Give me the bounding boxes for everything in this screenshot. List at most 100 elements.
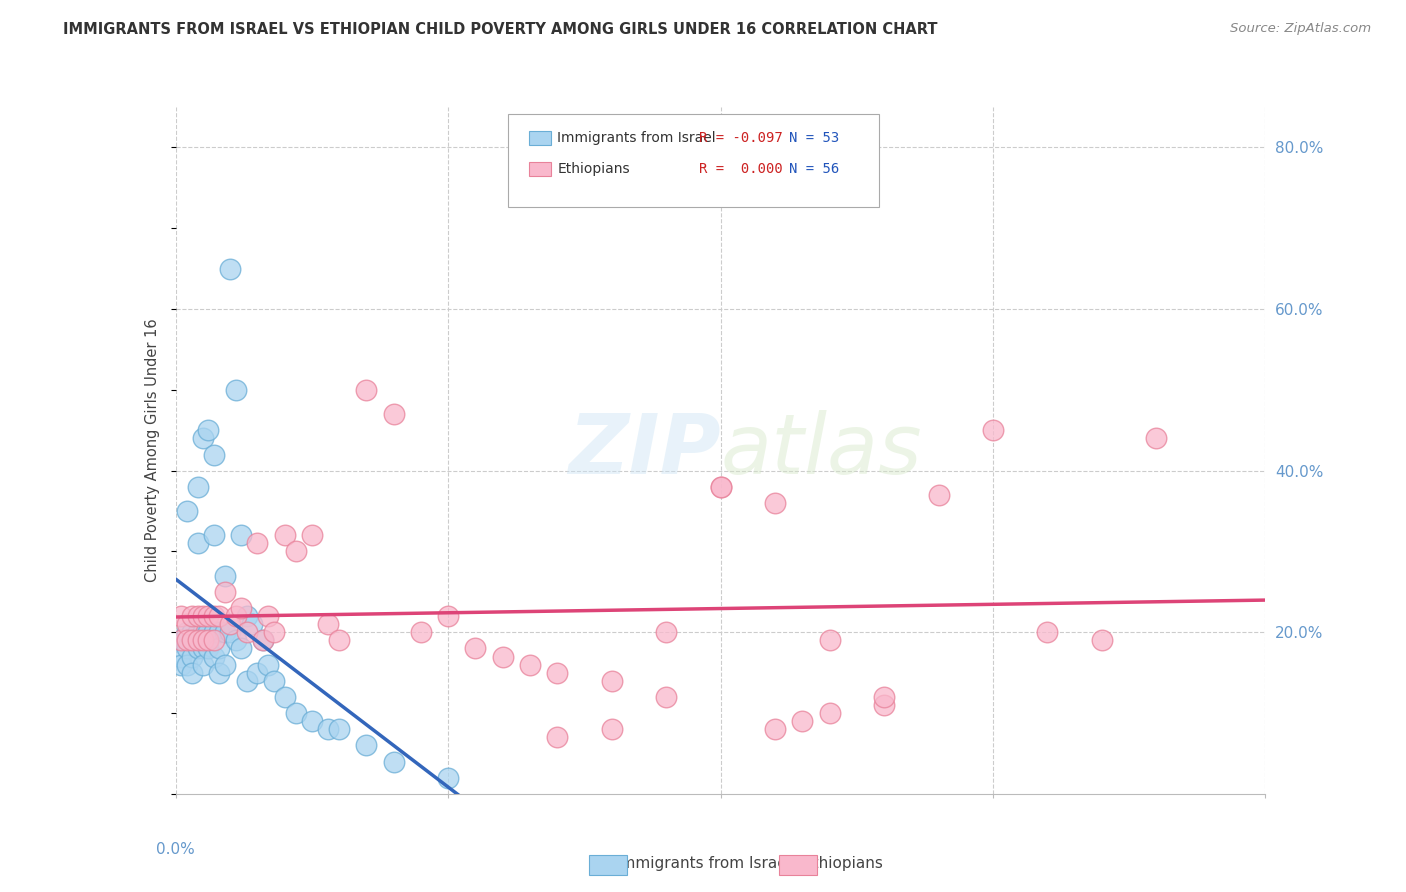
Point bbox=[235, 673, 257, 688]
Point bbox=[231, 641, 253, 656]
Point bbox=[318, 723, 340, 737]
Point bbox=[231, 601, 253, 615]
Point bbox=[235, 609, 257, 624]
FancyBboxPatch shape bbox=[508, 114, 879, 207]
Point bbox=[492, 649, 515, 664]
Point bbox=[225, 609, 247, 624]
FancyBboxPatch shape bbox=[529, 131, 551, 145]
Point bbox=[818, 706, 841, 720]
Point bbox=[197, 633, 219, 648]
Point bbox=[219, 625, 242, 640]
Point bbox=[246, 536, 269, 550]
Point bbox=[208, 641, 231, 656]
Point bbox=[252, 633, 274, 648]
Point bbox=[246, 665, 269, 680]
Text: N = 53: N = 53 bbox=[789, 131, 839, 145]
Point bbox=[208, 625, 231, 640]
Point bbox=[252, 633, 274, 648]
Point bbox=[763, 723, 786, 737]
Point bbox=[284, 544, 307, 558]
Text: Source: ZipAtlas.com: Source: ZipAtlas.com bbox=[1230, 22, 1371, 36]
Point bbox=[208, 665, 231, 680]
Point bbox=[1036, 625, 1059, 640]
Text: Ethiopians: Ethiopians bbox=[557, 161, 630, 176]
Text: N = 56: N = 56 bbox=[789, 161, 839, 176]
Point bbox=[382, 407, 405, 421]
Text: 0.0%: 0.0% bbox=[156, 842, 195, 857]
Point bbox=[818, 633, 841, 648]
Point bbox=[176, 617, 198, 632]
Point bbox=[519, 657, 541, 672]
Point bbox=[464, 641, 486, 656]
Point bbox=[546, 665, 568, 680]
Point bbox=[301, 714, 323, 728]
Point bbox=[176, 657, 198, 672]
Point bbox=[176, 625, 198, 640]
Point bbox=[437, 771, 460, 785]
Point bbox=[191, 431, 214, 445]
Point bbox=[202, 625, 225, 640]
Point bbox=[1144, 431, 1167, 445]
Point bbox=[191, 625, 214, 640]
Point bbox=[225, 633, 247, 648]
Point bbox=[176, 641, 198, 656]
Point bbox=[710, 480, 733, 494]
Point bbox=[181, 633, 204, 648]
Point bbox=[170, 609, 193, 624]
Point bbox=[655, 625, 678, 640]
Point bbox=[318, 617, 340, 632]
Point bbox=[181, 609, 204, 624]
Point bbox=[186, 641, 209, 656]
Point bbox=[181, 665, 204, 680]
Point bbox=[257, 657, 280, 672]
Point bbox=[181, 625, 204, 640]
Point bbox=[186, 609, 209, 624]
Point bbox=[214, 585, 236, 599]
Point bbox=[186, 536, 209, 550]
Point bbox=[274, 528, 297, 542]
Point bbox=[356, 383, 378, 397]
Point bbox=[214, 625, 236, 640]
Point bbox=[225, 383, 247, 397]
Text: ZIP: ZIP bbox=[568, 410, 721, 491]
Text: Immigrants from Israel: Immigrants from Israel bbox=[557, 131, 716, 145]
Point bbox=[274, 690, 297, 704]
Point bbox=[214, 568, 236, 582]
Point bbox=[202, 609, 225, 624]
Point bbox=[437, 609, 460, 624]
Point bbox=[202, 528, 225, 542]
Point bbox=[231, 528, 253, 542]
Point bbox=[873, 690, 896, 704]
Point bbox=[546, 731, 568, 745]
Point bbox=[981, 423, 1004, 437]
Point bbox=[219, 261, 242, 276]
Point bbox=[763, 496, 786, 510]
Point bbox=[170, 633, 193, 648]
Point bbox=[284, 706, 307, 720]
Point bbox=[214, 657, 236, 672]
Point bbox=[197, 609, 219, 624]
Point bbox=[240, 617, 263, 632]
Point bbox=[197, 625, 219, 640]
Point bbox=[409, 625, 432, 640]
Point bbox=[301, 528, 323, 542]
Point bbox=[263, 625, 285, 640]
Point bbox=[600, 723, 623, 737]
Point bbox=[186, 480, 209, 494]
Text: Immigrants from Israel: Immigrants from Israel bbox=[616, 856, 790, 871]
Point bbox=[186, 633, 209, 648]
Point bbox=[792, 714, 814, 728]
Point bbox=[208, 609, 231, 624]
Point bbox=[197, 641, 219, 656]
Point bbox=[356, 739, 378, 753]
Text: IMMIGRANTS FROM ISRAEL VS ETHIOPIAN CHILD POVERTY AMONG GIRLS UNDER 16 CORRELATI: IMMIGRANTS FROM ISRAEL VS ETHIOPIAN CHIL… bbox=[63, 22, 938, 37]
Point bbox=[170, 649, 193, 664]
Point bbox=[191, 633, 214, 648]
Point bbox=[191, 641, 214, 656]
Point bbox=[328, 633, 350, 648]
Point bbox=[181, 649, 204, 664]
Point bbox=[170, 657, 193, 672]
Point bbox=[235, 625, 257, 640]
Text: atlas: atlas bbox=[721, 410, 922, 491]
Text: R =  0.000: R = 0.000 bbox=[699, 161, 783, 176]
